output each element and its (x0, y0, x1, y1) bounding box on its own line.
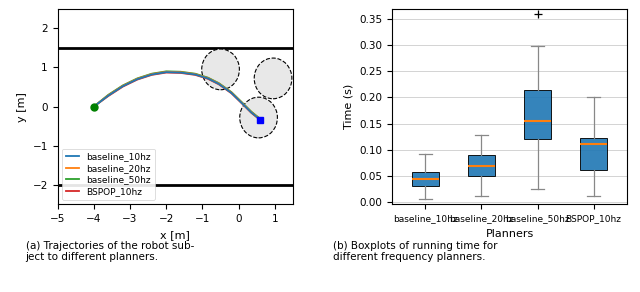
PathPatch shape (468, 155, 495, 176)
Circle shape (202, 49, 239, 90)
Circle shape (254, 58, 292, 99)
Y-axis label: y [m]: y [m] (17, 92, 27, 121)
X-axis label: x [m]: x [m] (161, 230, 190, 240)
Circle shape (240, 97, 277, 138)
PathPatch shape (580, 138, 607, 171)
Y-axis label: Time (s): Time (s) (344, 84, 353, 129)
Text: (b) Boxplots of running time for
different frequency planners.: (b) Boxplots of running time for differe… (333, 241, 497, 263)
Legend: baseline_10hz, baseline_20hz, baseline_50hz, BSPOP_10hz: baseline_10hz, baseline_20hz, baseline_5… (62, 149, 155, 200)
PathPatch shape (412, 171, 439, 186)
PathPatch shape (524, 90, 551, 139)
X-axis label: Planners: Planners (485, 229, 534, 239)
Text: (a) Trajectories of the robot sub-
ject to different planners.: (a) Trajectories of the robot sub- ject … (26, 241, 194, 263)
